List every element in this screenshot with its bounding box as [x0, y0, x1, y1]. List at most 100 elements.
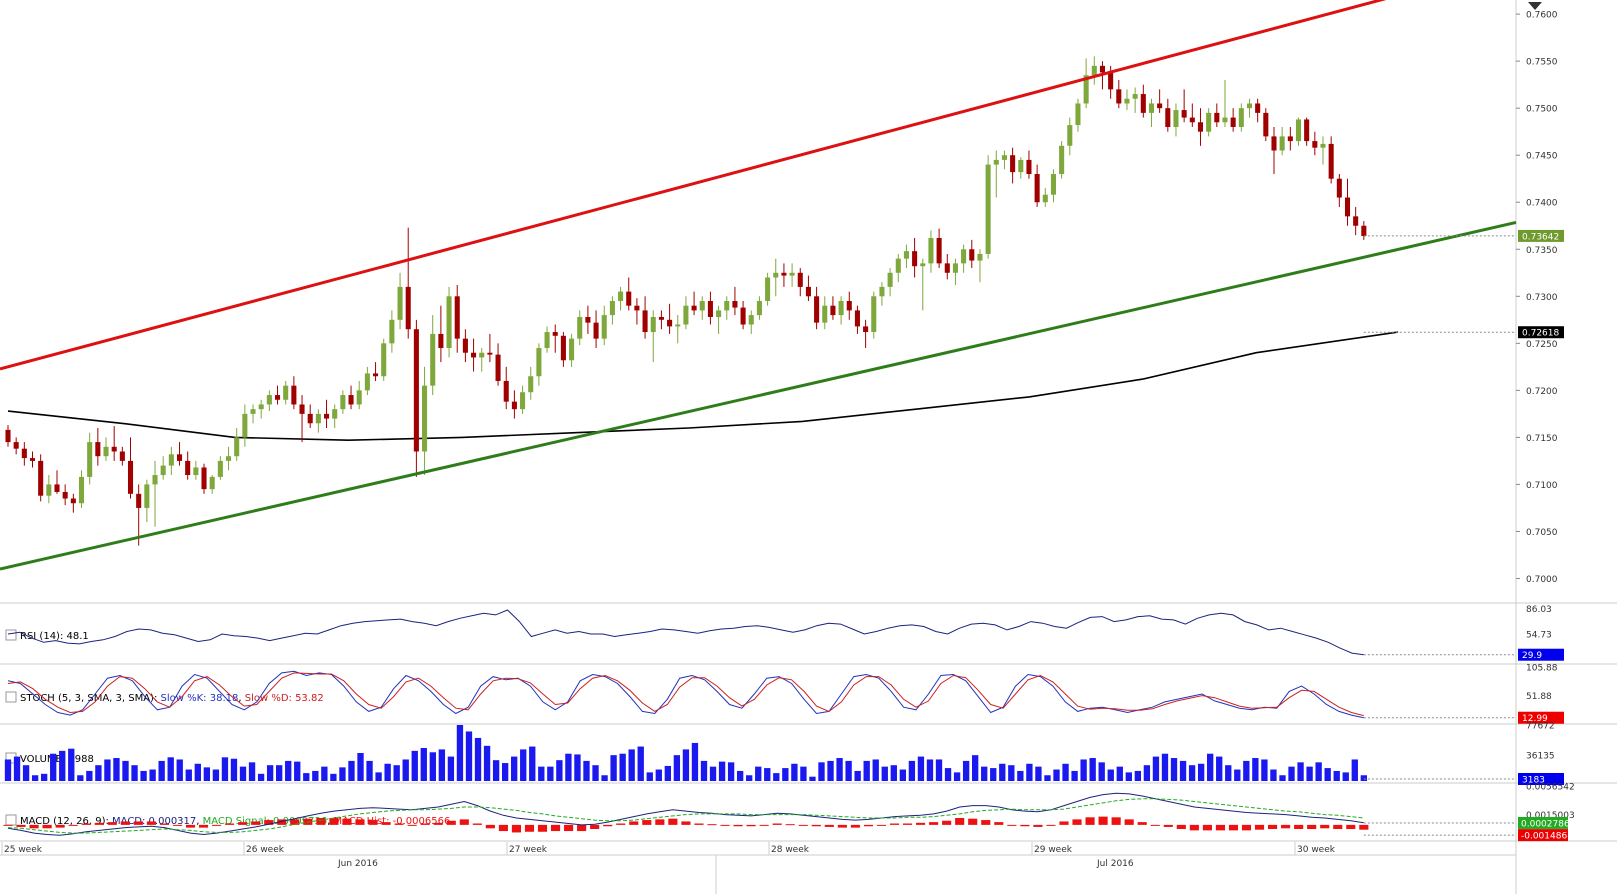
candle-body — [1279, 136, 1285, 151]
macd-hist-bar — [1137, 822, 1147, 825]
volume-plot: 77672 36135 3183 — [4, 722, 1564, 786]
candle — [985, 155, 991, 259]
candle — [160, 456, 166, 480]
candle-body — [160, 465, 166, 476]
candle-body — [209, 476, 215, 490]
candle-body — [895, 258, 901, 273]
candle-body — [797, 272, 803, 287]
candle — [495, 343, 501, 386]
stoch-d-label: Slow %D: 53.82 — [245, 693, 324, 704]
candle — [544, 326, 550, 353]
candle-body — [364, 373, 370, 391]
candle-body — [381, 343, 387, 377]
candle — [871, 291, 877, 339]
candle-body — [814, 296, 820, 323]
candle — [1344, 178, 1351, 226]
candle-body — [1099, 65, 1105, 73]
candle-body — [748, 315, 754, 325]
macd-hist-bar — [3, 824, 13, 826]
candle-body — [283, 385, 289, 400]
volume-bar — [691, 742, 699, 781]
candle-body — [275, 395, 281, 400]
volume-bar — [971, 755, 979, 781]
candle — [168, 446, 174, 476]
candle-body — [887, 272, 893, 287]
volume-bar — [167, 757, 174, 781]
candle — [1312, 131, 1318, 156]
candle-body — [658, 316, 664, 320]
volume-bar — [1170, 758, 1178, 781]
candle-body — [487, 352, 493, 355]
candle — [103, 437, 109, 461]
candle — [1001, 150, 1007, 170]
rsi-toggle-icon[interactable] — [5, 629, 17, 641]
candle-body — [1010, 155, 1016, 173]
volume-bar — [1207, 753, 1214, 781]
volume-bar — [1333, 770, 1340, 781]
candle — [1140, 84, 1146, 118]
candle-body — [70, 498, 76, 504]
week-label: 25 week — [4, 845, 43, 855]
candle-body — [119, 451, 125, 461]
candle — [1181, 89, 1187, 123]
macd-hist-bar — [329, 818, 339, 825]
volume-bar — [1161, 753, 1169, 781]
candle-body — [1140, 94, 1146, 113]
candle — [740, 301, 746, 330]
candle — [389, 310, 395, 353]
volume-bar — [474, 737, 482, 781]
candle — [912, 237, 918, 278]
chevron-down-icon[interactable] — [1528, 2, 1542, 10]
candle-body — [87, 442, 93, 477]
macd-hist-bar — [1346, 824, 1356, 829]
candle — [144, 479, 150, 523]
macd-label-sep1: , — [196, 816, 202, 827]
volume-bar — [95, 765, 102, 781]
candle — [1165, 98, 1171, 132]
volume-bar — [1089, 758, 1096, 781]
volume-tick-label: 77672 — [1526, 722, 1555, 732]
macd-hist-bar — [707, 824, 717, 826]
macd-hist-bar — [342, 818, 352, 825]
candle-body — [1067, 125, 1073, 146]
volume-value-badge — [1518, 773, 1564, 785]
volume-bar — [194, 763, 201, 781]
price-tick-label: 0.7300 — [1526, 293, 1558, 303]
volume-bar — [303, 773, 310, 781]
macd-hist-bar — [1072, 819, 1082, 825]
candle — [136, 484, 142, 546]
candle-body — [716, 310, 722, 317]
candle — [356, 380, 362, 410]
volume-bar — [1315, 762, 1322, 781]
stoch-toggle-icon[interactable] — [5, 691, 17, 703]
candle-body — [838, 301, 844, 316]
price-tick-label: 0.7500 — [1526, 105, 1558, 115]
volume-bar — [773, 773, 780, 781]
candle — [1116, 79, 1122, 109]
candle — [266, 390, 272, 412]
volume-bar — [1288, 766, 1295, 781]
candle — [119, 446, 125, 466]
candle-body — [773, 272, 779, 278]
volume-bar — [836, 758, 843, 781]
macd-hist-bar — [472, 823, 482, 825]
candle — [993, 150, 999, 198]
macd-hist-bar — [811, 824, 821, 827]
volume-bar — [1279, 775, 1286, 781]
volume-bar — [755, 766, 762, 781]
ma-value-badge — [1518, 326, 1564, 339]
macd-hist-bar — [1098, 816, 1108, 825]
price-tick-label: 0.7200 — [1526, 387, 1558, 397]
volume-bar — [899, 769, 907, 781]
candle — [503, 366, 509, 410]
volume-bar — [863, 760, 870, 781]
volume-bar — [556, 760, 563, 781]
candle-body — [961, 249, 967, 264]
macd-hist-bar — [668, 818, 678, 825]
candle-body — [438, 333, 444, 349]
candle — [667, 303, 673, 334]
volume-bar — [31, 775, 39, 781]
volume-bar — [4, 759, 12, 781]
